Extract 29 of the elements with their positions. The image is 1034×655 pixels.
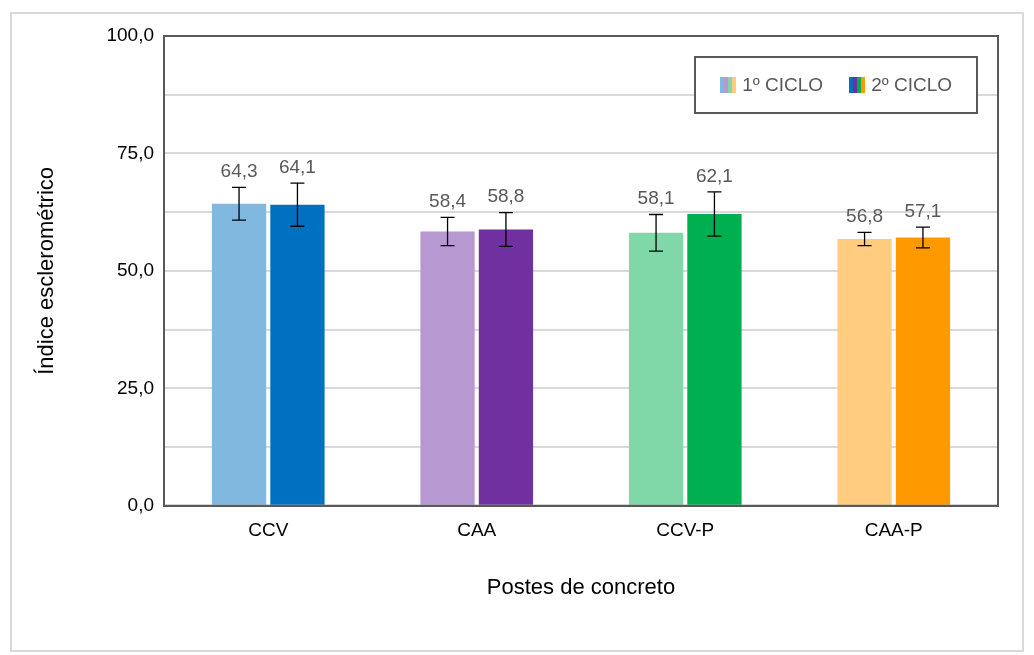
y-tick-label: 75,0 [117,141,154,163]
y-tick-label: 100,0 [106,24,154,46]
data-label: 58,1 [637,187,675,209]
x-tick-label: CAA-P [864,519,923,541]
x-axis-title: Postes de concreto [486,573,676,599]
bar [420,231,475,505]
bar [837,238,892,505]
data-label: 64,1 [278,155,316,177]
y-axis-title: Índice esclerométrico [33,166,59,375]
bar [628,232,684,505]
data-label: 64,3 [220,160,258,182]
x-tick-label: CCV-P [656,519,715,541]
legend-label: 1º CICLO [742,74,824,96]
y-tick-label: 25,0 [117,376,154,398]
bar [687,214,742,505]
y-tick-label: 0,0 [127,494,154,516]
data-label: 58,4 [429,190,467,212]
y-tick-label: 50,0 [117,259,154,281]
data-label: 56,8 [846,205,884,227]
x-tick-label: CCV [248,519,289,541]
bar [270,204,325,505]
legend-label: 2º CICLO [871,74,952,96]
data-label: 58,8 [487,185,525,207]
x-tick-label: CAA [457,519,497,541]
data-label: 62,1 [695,164,733,186]
data-label: 57,1 [904,199,942,221]
bar [895,237,951,505]
bar [211,203,267,505]
bar [478,229,534,505]
